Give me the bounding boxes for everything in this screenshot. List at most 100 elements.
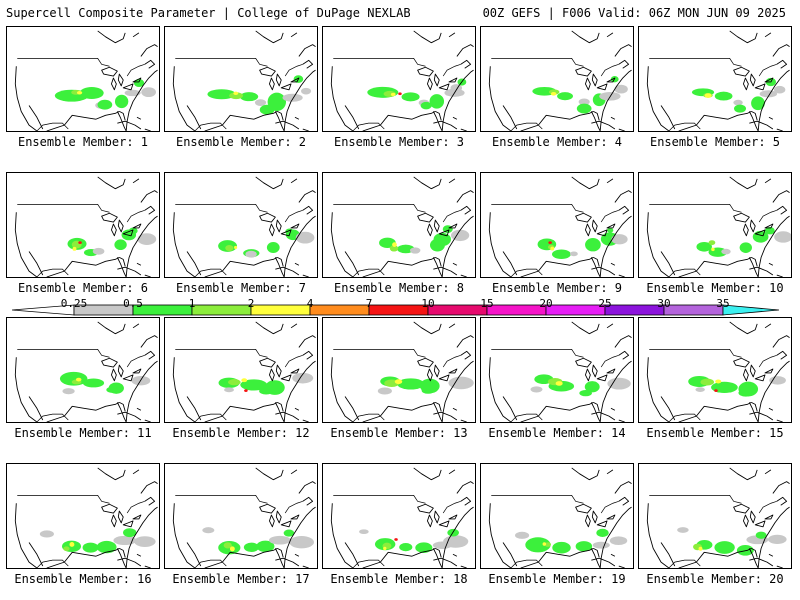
coastline [596,83,608,91]
country-border [36,268,69,277]
coastline [125,69,158,131]
ensemble-map-panel [6,463,160,569]
country-border [352,122,385,131]
parameter-shading [39,530,54,538]
coastline [768,116,774,120]
coastline [448,77,458,83]
parameter-shading [530,386,543,393]
parameter-shading [79,87,104,100]
coastline [585,223,591,237]
ensemble-map-panel [6,26,160,132]
coastline [362,547,436,568]
parameter-shading [715,379,722,384]
coastline [117,120,142,130]
coastline [772,190,790,203]
coastline [97,467,126,481]
country-border [758,354,777,368]
coastline [294,116,300,120]
parameter-shading [708,240,716,246]
coastline [302,350,314,360]
coastline [754,83,766,91]
parameter-shading [389,245,399,252]
parameter-shading [576,103,592,114]
coastline [660,396,676,421]
coastline [606,32,614,38]
parameter-shading [550,246,555,251]
coastline [502,396,518,421]
coastline [280,83,292,91]
coastline [729,176,758,190]
coastline [275,219,282,233]
ensemble-member-label: Ensemble Member: 18 [330,572,468,586]
coastline [172,212,196,277]
coastline [646,503,670,568]
coastline [259,212,276,223]
coastline [144,565,151,568]
parameter-shading [259,104,275,115]
coastline [585,368,591,382]
coastline [772,44,790,57]
parameter-shading [751,96,765,111]
map-canvas [488,467,632,568]
colorbar-tick-label: 0.25 [60,297,88,310]
parameter-core [548,241,552,245]
country-border [17,58,110,67]
coastline [144,205,156,215]
coastline [452,116,458,120]
coastline [448,469,456,475]
coastline [119,256,126,267]
coastline [435,547,442,558]
coastline [678,110,752,131]
map-canvas [14,321,158,422]
ensemble-map-panel [322,463,476,569]
coastline [618,419,625,422]
country-border [284,354,303,368]
map-canvas [330,321,474,422]
country-border [175,204,268,213]
coastline [593,256,600,267]
country-border [649,495,742,504]
coastline [302,59,314,69]
parameter-shading [544,542,552,547]
ensemble-member-label: Ensemble Member: 13 [330,426,468,440]
colorbar-tick-label: 30 [657,297,671,310]
map-canvas [646,30,790,131]
coastline [772,481,790,494]
coastline [764,77,774,83]
colorbar-segment [545,304,606,316]
ensemble-map-panel [164,26,318,132]
parameter-shading [578,98,590,106]
coastline [754,374,766,382]
colorbar-high-arrow [722,304,780,316]
ensemble-map-panel [6,317,160,423]
coastline [733,503,750,514]
coastline [456,190,474,203]
coastline [28,542,44,567]
coastline [749,219,756,233]
parameter-shading [733,99,743,106]
country-border [442,209,461,223]
parameter-shading [82,542,99,553]
coastline [776,128,783,131]
coastline [614,190,632,203]
coastline [298,190,316,203]
map-canvas [172,321,316,422]
coastline [132,32,140,38]
parameter-shading [229,546,235,552]
parameter-shading [451,229,470,242]
coastline [460,419,467,422]
parameter-shading [76,90,83,95]
parameter-shading [759,90,778,98]
parameter-shading [443,535,469,548]
parameter-shading [774,231,791,243]
parameter-shading [295,231,315,244]
coastline [733,66,750,77]
coastline [764,178,772,184]
coastline [776,496,788,506]
coastline [596,374,608,382]
coastline [330,357,354,422]
coastline [275,73,282,87]
coastline [275,266,300,276]
coastline [678,401,752,422]
ensemble-member-label: Ensemble Member: 11 [14,426,152,440]
